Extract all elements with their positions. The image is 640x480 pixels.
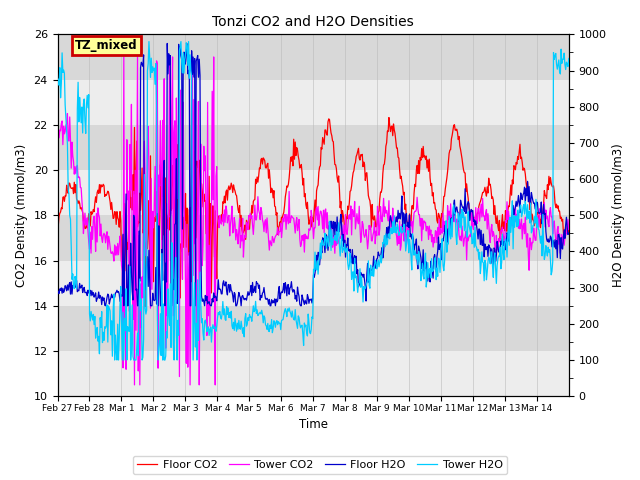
Floor CO2: [565, 228, 573, 233]
Floor H2O: [102, 303, 109, 309]
Bar: [58, 80, 569, 125]
Floor H2O: [222, 279, 230, 285]
Tower CO2: [138, 274, 146, 280]
Line: Tower CO2: Tower CO2: [58, 57, 569, 385]
Tower CO2: [54, 122, 61, 128]
Tower H2O: [54, 82, 61, 87]
Floor H2O: [486, 244, 493, 250]
Floor CO2: [141, 304, 149, 310]
Line: Floor H2O: Floor H2O: [58, 44, 569, 306]
Tower H2O: [68, 276, 76, 282]
Bar: [58, 170, 569, 215]
Title: Tonzi CO2 and H2O Densities: Tonzi CO2 and H2O Densities: [212, 15, 414, 29]
Tower CO2: [191, 234, 199, 240]
Floor H2O: [68, 291, 76, 297]
Bar: [58, 351, 569, 396]
Floor H2O: [518, 197, 526, 203]
Text: TZ_mixed: TZ_mixed: [75, 39, 138, 52]
Floor CO2: [191, 148, 198, 154]
Floor CO2: [518, 159, 526, 165]
Tower CO2: [68, 139, 76, 145]
Floor H2O: [163, 41, 171, 47]
Tower CO2: [222, 203, 230, 209]
Line: Tower H2O: Tower H2O: [58, 42, 569, 360]
Tower H2O: [222, 317, 230, 323]
Floor H2O: [565, 230, 573, 236]
Y-axis label: H2O Density (mmol/m3): H2O Density (mmol/m3): [612, 144, 625, 287]
Tower H2O: [565, 56, 573, 61]
Floor H2O: [54, 290, 61, 296]
Floor CO2: [137, 207, 145, 213]
Floor CO2: [385, 115, 393, 120]
Tower H2O: [145, 39, 153, 45]
Floor H2O: [191, 303, 199, 309]
Tower H2O: [486, 256, 493, 262]
Bar: [58, 261, 569, 306]
Y-axis label: CO2 Density (mmol/m3): CO2 Density (mmol/m3): [15, 144, 28, 287]
Tower H2O: [518, 211, 526, 217]
Tower CO2: [486, 231, 493, 237]
Floor CO2: [221, 200, 229, 206]
Line: Floor CO2: Floor CO2: [58, 118, 569, 307]
Floor CO2: [486, 182, 493, 188]
Tower H2O: [191, 344, 199, 350]
Tower CO2: [131, 382, 138, 388]
X-axis label: Time: Time: [299, 419, 328, 432]
Floor H2O: [138, 60, 145, 65]
Tower CO2: [518, 236, 526, 242]
Tower CO2: [120, 54, 127, 60]
Floor CO2: [68, 186, 76, 192]
Tower H2O: [111, 357, 118, 363]
Tower H2O: [138, 296, 145, 302]
Tower CO2: [565, 227, 573, 232]
Floor CO2: [54, 217, 61, 223]
Legend: Floor CO2, Tower CO2, Floor H2O, Tower H2O: Floor CO2, Tower CO2, Floor H2O, Tower H…: [133, 456, 507, 474]
